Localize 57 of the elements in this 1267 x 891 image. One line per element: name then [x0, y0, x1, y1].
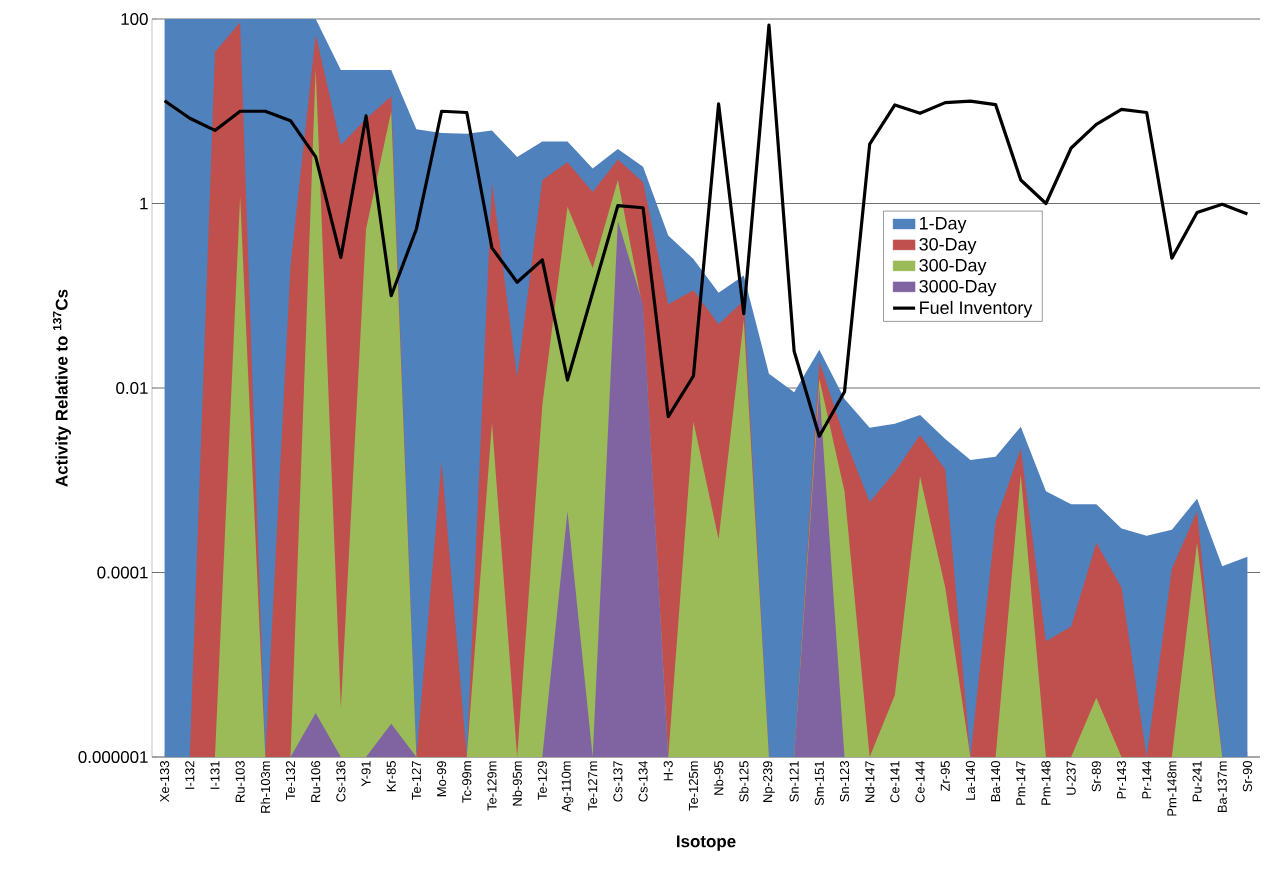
x-tick-label: Te-132 [285, 761, 296, 800]
x-tick-label: Te-127 [411, 761, 421, 800]
x-tick-label: Kr-85 [386, 761, 396, 792]
x-tick-label: Ru-106 [311, 761, 321, 802]
x-tick-label: Y-91 [361, 761, 371, 787]
y-tick-label: 1 [140, 197, 148, 210]
x-tick-label: Ba-140 [991, 761, 1001, 802]
x-tick-label: Tc-99m [462, 761, 472, 803]
y-tick-label: 0.0001 [97, 566, 148, 579]
x-tick-label: Te-129m [487, 761, 497, 811]
line-series [162, 23, 1250, 438]
y-axis-title: Activity Relative to $^{137}$Cs [52, 289, 71, 487]
x-tick-label: Sn-123 [839, 761, 850, 802]
x-tick-label: Cs-137 [613, 761, 623, 802]
x-tick-label: La-140 [965, 761, 975, 800]
x-tick-label: Sr-89 [1091, 761, 1101, 792]
y-tick-label: 100 [121, 13, 148, 26]
x-tick-label: U-237 [1066, 761, 1076, 795]
x-tick-label: Pu-241 [1192, 761, 1202, 802]
x-tick-label: Sb-125 [739, 761, 749, 802]
x-tick-label: Te-127m [588, 761, 598, 811]
x-tick-label: Nb-95m [512, 761, 522, 806]
x-tick-label: Rh-103m [260, 761, 271, 813]
x-tick-label: Pm-147 [1016, 761, 1026, 805]
x-tick-label: Sm-151 [814, 761, 824, 806]
x-tick-label: Nd-147 [864, 761, 875, 802]
x-tick-label: Pm-148m [1167, 761, 1177, 816]
x-tick-label: Cs-134 [638, 760, 648, 802]
x-tick-label: Ba-137m [1217, 761, 1227, 813]
y-tick-label: 0.01 [116, 382, 148, 395]
x-tick-label: Ce-144 [915, 760, 925, 803]
x-tick-label: Cs-136 [336, 761, 346, 802]
x-tick-label: Zr-95 [940, 761, 950, 792]
x-tick-label: Mo-99 [437, 761, 447, 797]
x-tick-label: Pr-144 [1142, 760, 1152, 799]
x-tick-label: H-3 [663, 761, 673, 781]
x-tick-label: I-132 [185, 761, 195, 789]
x-tick-label: Ru-103 [235, 761, 245, 802]
x-axis-title: Isotope [677, 835, 736, 851]
legend-label: 3000-Day [919, 279, 997, 297]
x-tick-label: Ce-141 [890, 761, 900, 803]
x-tick-label: Ag-110m [561, 761, 574, 813]
legend-label: 300-Day [919, 258, 987, 276]
x-tick-label: Sn-121 [789, 761, 799, 802]
x-tick-label: Pr-143 [1116, 761, 1127, 799]
legend-label: 30-Day [919, 237, 977, 255]
x-tick-label: I-131 [210, 761, 220, 789]
x-tick-label: Te-125m [688, 761, 698, 811]
x-tick-label: Xe-133 [160, 761, 170, 802]
x-tick-label: Pm-148 [1041, 761, 1051, 805]
legend-label: Fuel Inventory [920, 300, 1033, 318]
x-tick-label: Te-129 [537, 761, 547, 800]
x-tick-label: Np-239 [763, 761, 775, 802]
y-tick-label: 0.000001 [78, 751, 148, 764]
x-tick-label: Sr-90 [1242, 761, 1252, 792]
legend-label: 1-Day [920, 217, 967, 234]
x-tick-label: Nb-95 [713, 761, 724, 795]
